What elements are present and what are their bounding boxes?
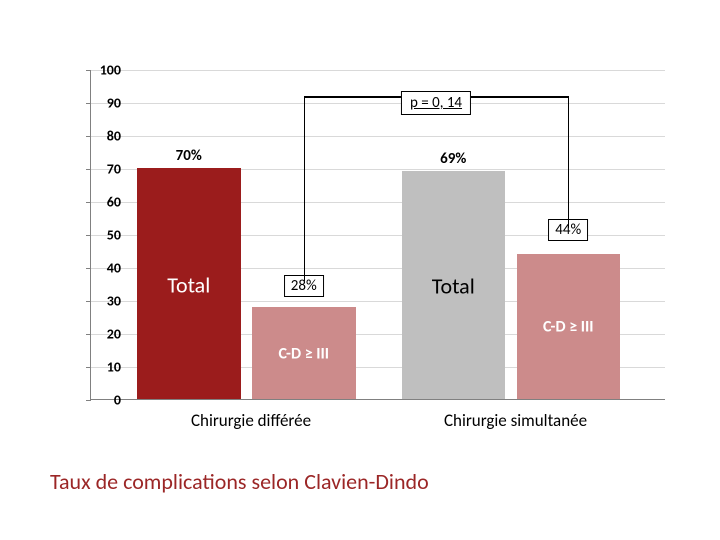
bracket-right-vert bbox=[568, 96, 569, 228]
y-tick-label: 60 bbox=[91, 194, 121, 211]
p-value-box: p = 0, 14 bbox=[401, 91, 471, 115]
bar-inside-label-2: Total bbox=[432, 273, 475, 300]
gridline bbox=[91, 103, 665, 104]
bracket-left-vert bbox=[304, 96, 305, 281]
plot-area: 70%Total28%C-D ≥ III69%Total44%C-D ≥ III… bbox=[90, 70, 665, 400]
y-tick-label: 80 bbox=[91, 128, 121, 145]
y-tick-label: 100 bbox=[91, 62, 121, 79]
bar-value-label-2: 69% bbox=[440, 150, 466, 168]
x-group-label-0: Chirurgie différée bbox=[191, 410, 311, 431]
y-tick-label: 50 bbox=[91, 227, 121, 244]
y-tick-label: 20 bbox=[91, 326, 121, 343]
chart-caption: Taux de complications selon Clavien-Dind… bbox=[50, 468, 429, 495]
y-tick-label: 40 bbox=[91, 260, 121, 277]
bar-inside-label-1: C-D ≥ III bbox=[278, 344, 329, 363]
bar-value-label-0: 70% bbox=[176, 147, 202, 165]
y-tick-label: 10 bbox=[91, 359, 121, 376]
y-tick-label: 70 bbox=[91, 161, 121, 178]
x-group-label-1: Chirurgie simultanée bbox=[444, 410, 587, 431]
y-tick-label: 90 bbox=[91, 95, 121, 112]
y-tick-label: 0 bbox=[91, 392, 121, 409]
chart-container: 70%Total28%C-D ≥ III69%Total44%C-D ≥ III… bbox=[50, 70, 665, 430]
bar-inside-label-0: Total bbox=[167, 271, 210, 298]
gridline bbox=[91, 136, 665, 137]
bar-inside-label-3: C-D ≥ III bbox=[543, 318, 594, 337]
y-tick-label: 30 bbox=[91, 293, 121, 310]
gridline bbox=[91, 70, 665, 71]
